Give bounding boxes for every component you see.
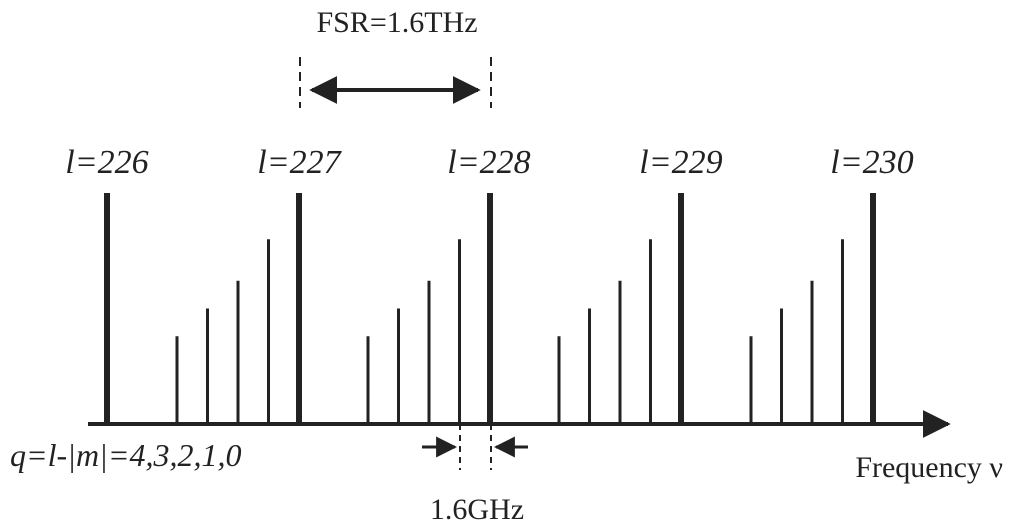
fsr-label: FSR=1.6THz	[316, 6, 477, 39]
mode-label-227: l=227	[257, 144, 342, 181]
spacing-label: 1.6GHz	[430, 493, 524, 526]
mode-label-229: l=229	[639, 144, 722, 181]
q-index-label: q=l-|m|=4,3,2,1,0	[10, 437, 241, 473]
mode-labels: l=226 l=227 l=228 l=229 l=230	[65, 144, 913, 181]
spectral-lines	[104, 193, 876, 424]
frequency-axis-label: Frequency ν	[855, 451, 1003, 484]
mode-label-226: l=226	[65, 144, 148, 181]
mode-label-230: l=230	[830, 144, 913, 181]
mode-label-228: l=228	[447, 144, 530, 181]
